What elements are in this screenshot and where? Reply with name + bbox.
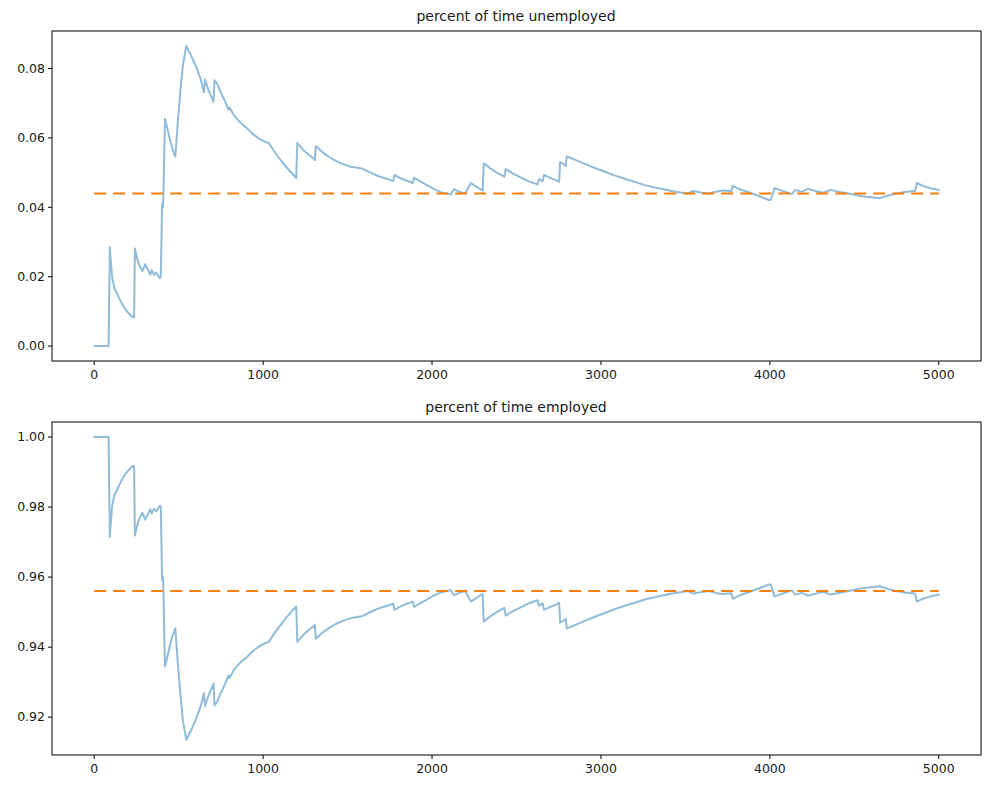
- unemployed-x-tick-label: 4000: [754, 367, 786, 382]
- employed-y-tick-label: 1.00: [17, 429, 45, 444]
- employed-y-tick-label: 0.98: [17, 499, 45, 514]
- unemployed-x-tick-label: 0: [90, 367, 98, 382]
- employed-x-tick-label: 3000: [585, 761, 617, 776]
- unemployed-x-tick-label: 2000: [416, 367, 448, 382]
- employed-y-tick-label: 0.92: [17, 709, 45, 724]
- unemployed-y-tick-label: 0.08: [17, 61, 45, 76]
- unemployed-y-tick-label: 0.06: [17, 130, 45, 145]
- unemployed-y-tick-label: 0.02: [17, 269, 45, 284]
- unemployed-x-tick-label: 5000: [923, 367, 955, 382]
- employed-series-line: [94, 437, 939, 740]
- employed-x-tick-label: 4000: [754, 761, 786, 776]
- employed-x-tick-label: 2000: [416, 761, 448, 776]
- employed-x-tick-label: 5000: [923, 761, 955, 776]
- unemployed-x-tick-label: 3000: [585, 367, 617, 382]
- employed-chart-title: percent of time employed: [425, 399, 606, 415]
- unemployed-spines: [52, 31, 981, 361]
- unemployed-series-line: [94, 46, 939, 346]
- employed-x-tick-label: 1000: [247, 761, 279, 776]
- unemployed-y-tick-label: 0.04: [17, 200, 45, 215]
- unemployed-chart-title: percent of time unemployed: [416, 8, 615, 24]
- employed-x-tick-label: 0: [90, 761, 98, 776]
- employed-axes: 0 1000 2000 3000 4000 5000 0.92 0.94 0.96 0.98 1.0…: [17, 422, 981, 776]
- unemployed-x-tick-label: 1000: [247, 367, 279, 382]
- plots-svg: 0 1000 2000 3000 4000 5000 0.00 0.02 0.04 0.06 0.0…: [0, 0, 989, 790]
- employed-spines: [52, 422, 981, 755]
- figure: 0 1000 2000 3000 4000 5000 0.00 0.02 0.04 0.06 0.0…: [0, 0, 989, 790]
- employed-y-tick-label: 0.94: [17, 639, 45, 654]
- unemployed-y-tick-label: 0.00: [17, 338, 45, 353]
- unemployed-axes: 0 1000 2000 3000 4000 5000 0.00 0.02 0.04 0.06 0.0…: [17, 31, 981, 382]
- employed-y-tick-label: 0.96: [17, 569, 45, 584]
